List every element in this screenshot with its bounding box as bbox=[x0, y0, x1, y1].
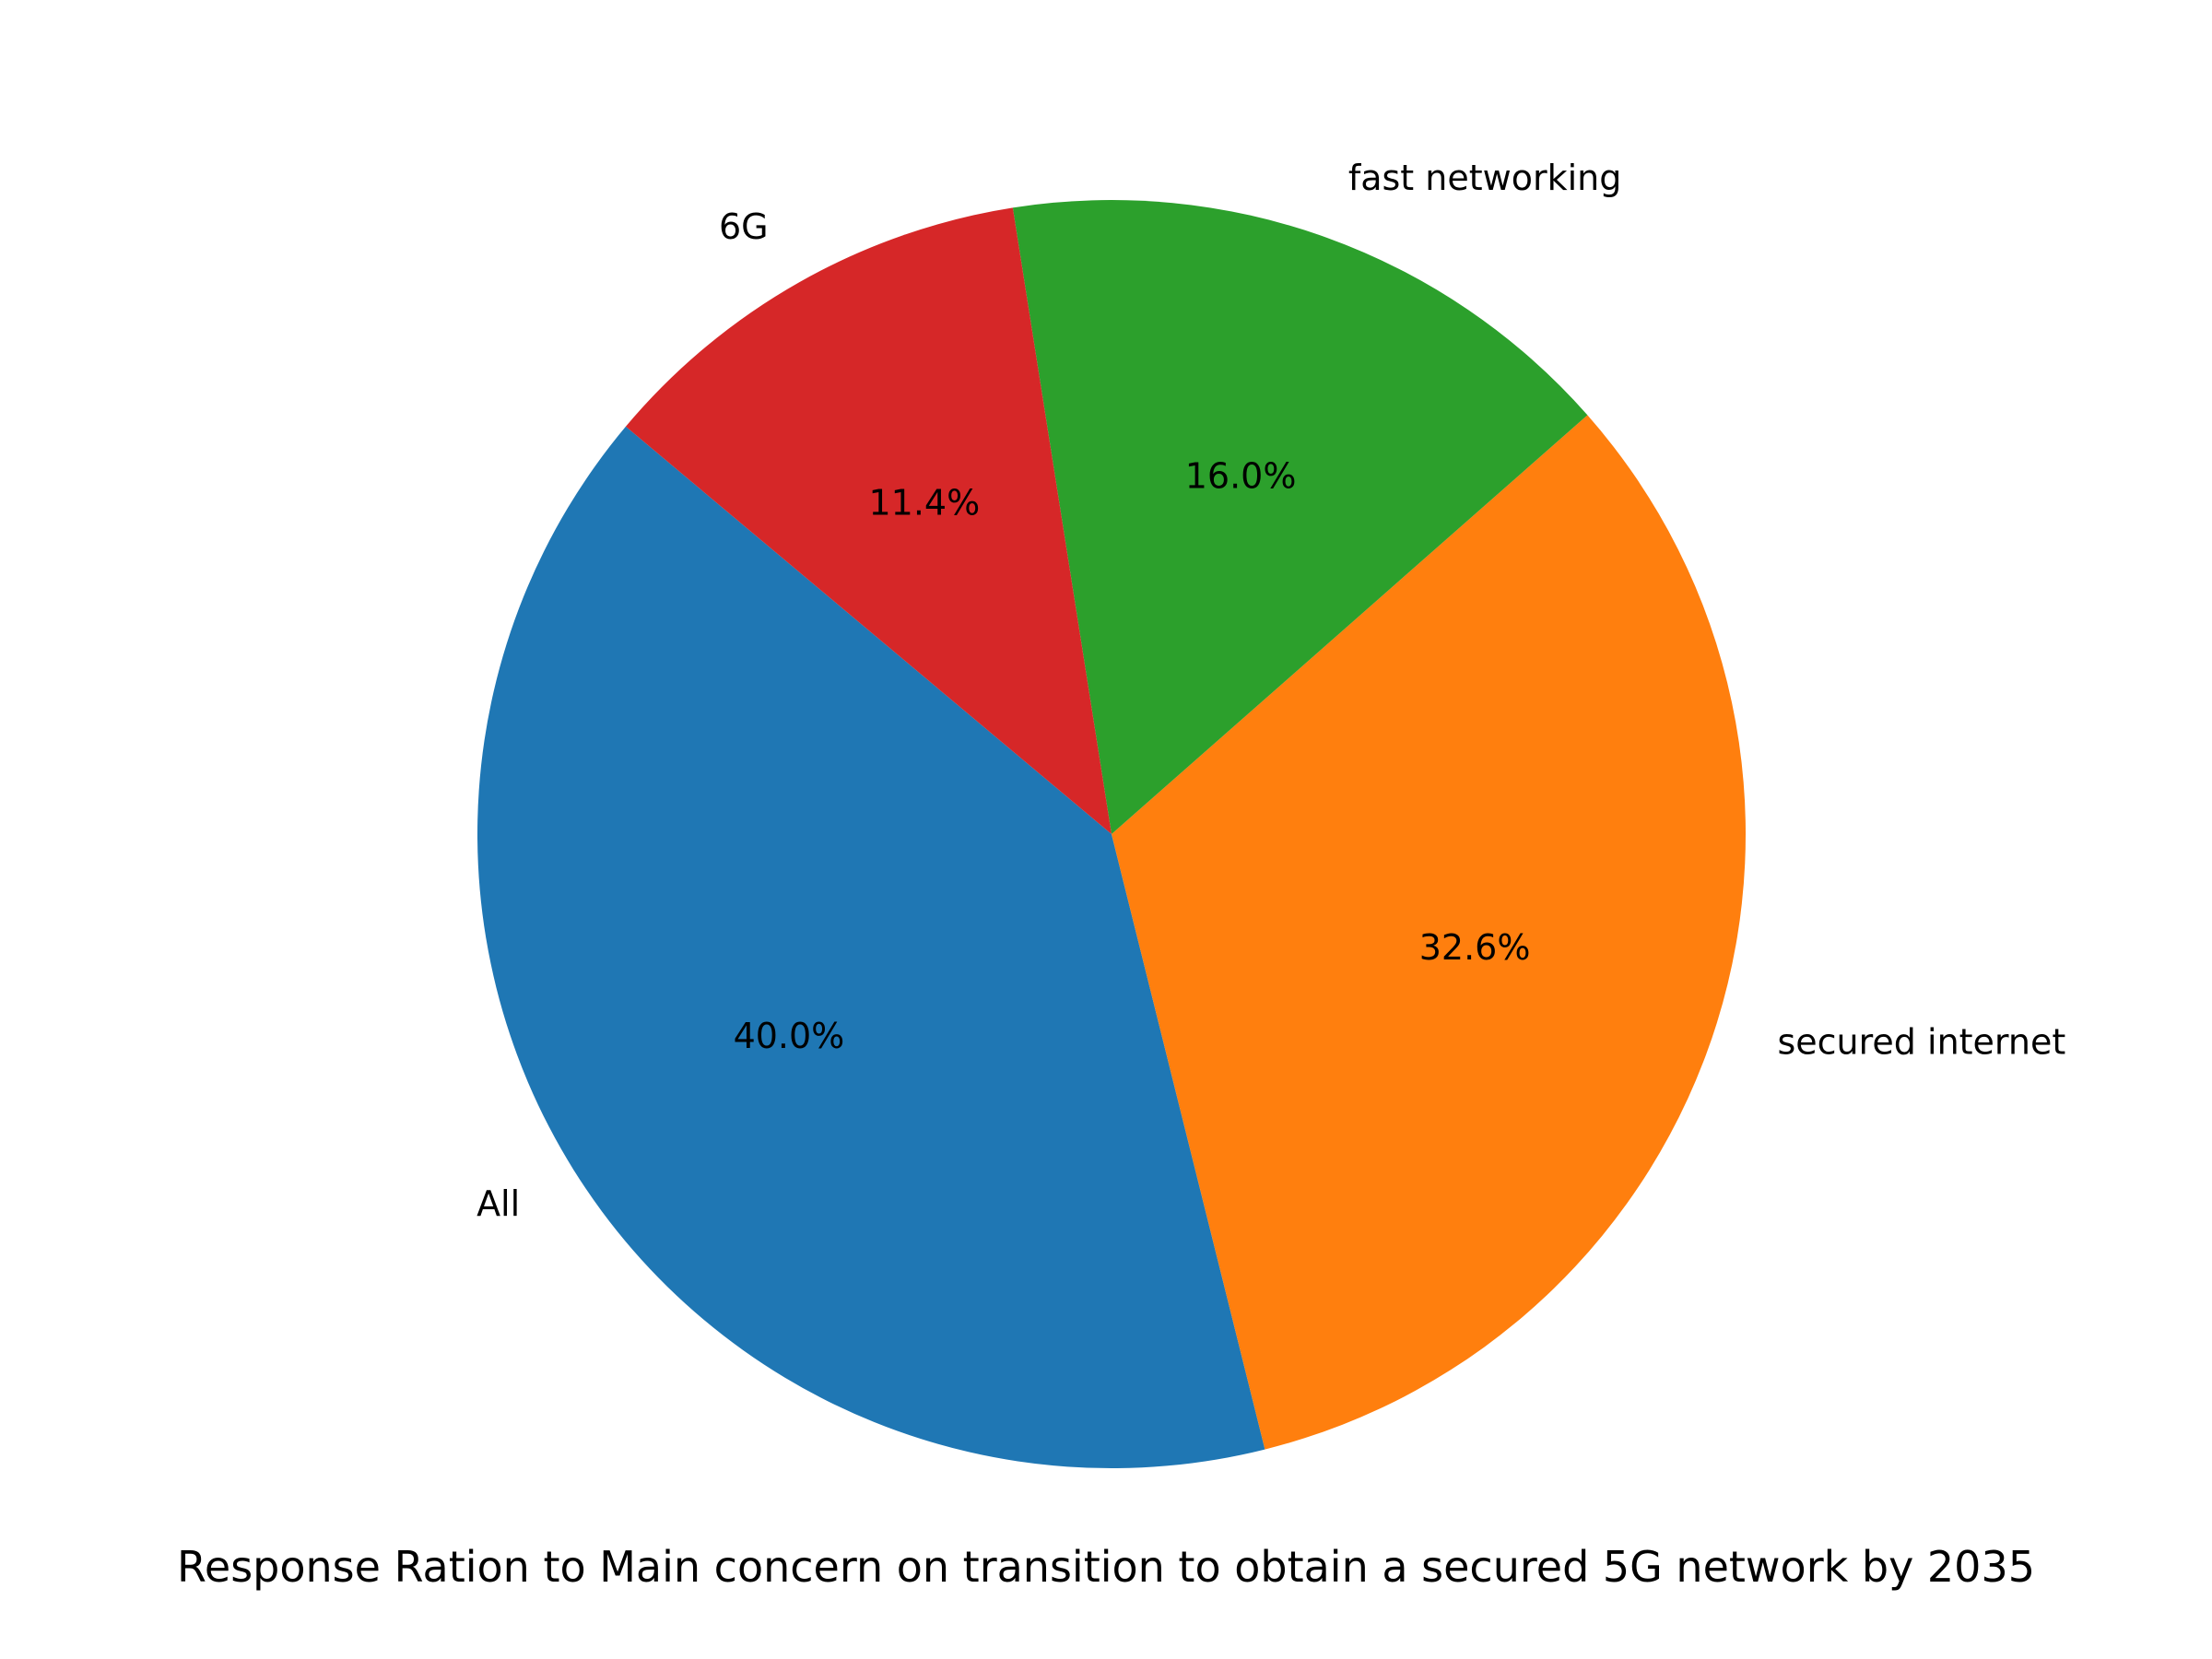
pie-value-label: 32.6% bbox=[1419, 927, 1531, 968]
pie-value-label: 11.4% bbox=[868, 483, 980, 524]
pie-category-label-6g: 6G bbox=[719, 206, 769, 247]
pie-value-label: 40.0% bbox=[734, 1016, 845, 1056]
pie-slice-6g bbox=[625, 207, 1112, 834]
pie-slices bbox=[477, 200, 1746, 1469]
chart-title: Response Ration to Main concern on trans… bbox=[177, 1542, 2035, 1592]
pie-slice-secured-internet bbox=[1112, 415, 1746, 1450]
pie-slice-all bbox=[477, 426, 1265, 1469]
pie-labels: 40.0% All 32.6% secured internet 16.0% fast n… bbox=[477, 158, 2065, 1224]
pie-value-label: 16.0% bbox=[1185, 456, 1297, 497]
pie-category-label-all: All bbox=[477, 1183, 520, 1224]
pie-slice-fast-networking bbox=[1012, 200, 1588, 834]
pie-category-label-secured-internet: secured internet bbox=[1777, 1021, 2065, 1062]
pie-category-label-fast-networking: fast networking bbox=[1348, 158, 1622, 198]
